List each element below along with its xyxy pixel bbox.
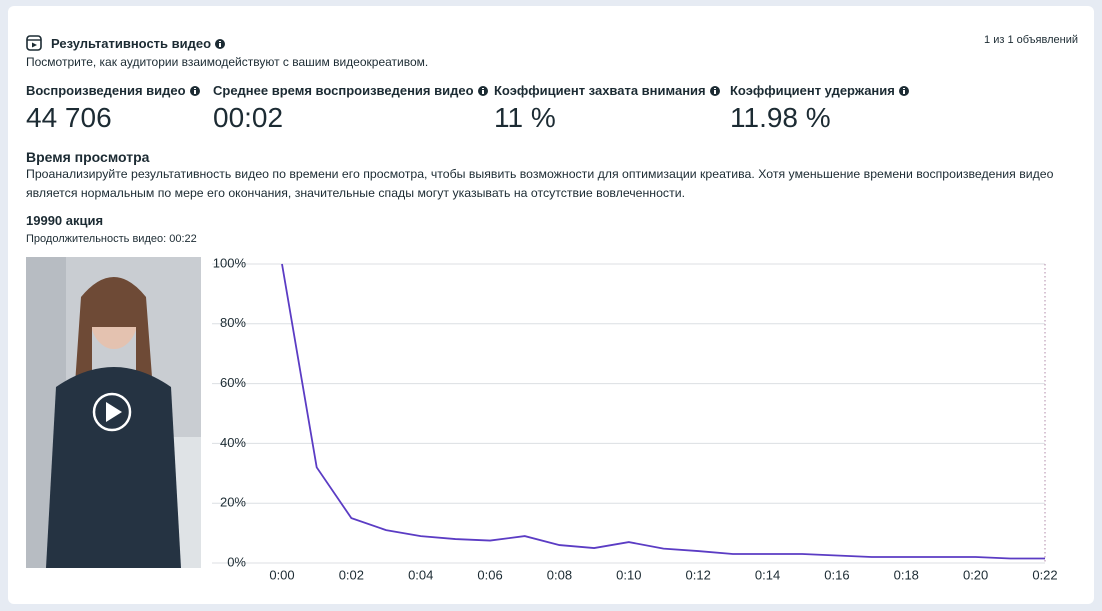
title-text: Результативность видео <box>51 36 212 51</box>
y-tick-label: 60% <box>220 375 246 390</box>
card: Результативность видео Посмотрите, как а… <box>8 6 1094 604</box>
y-tick-label: 80% <box>220 315 246 330</box>
section-description: Проанализируйте результативность видео п… <box>26 167 1054 200</box>
video-duration: Продолжительность видео: 00:22 <box>26 233 197 245</box>
x-tick-label: 0:08 <box>547 567 572 582</box>
video-title: 19990 акция <box>26 213 104 228</box>
x-tick-label: 0:00 <box>269 567 294 582</box>
info-icon[interactable] <box>709 86 720 96</box>
metric-label: Воспроизведения видео <box>26 83 200 98</box>
y-tick-label: 20% <box>220 495 246 510</box>
metric-label: Среднее время воспроизведения видео <box>213 83 488 98</box>
info-icon[interactable] <box>189 86 200 96</box>
metric-value: 44 706 <box>26 102 112 133</box>
metric-label: Коэффициент удержания <box>730 83 909 98</box>
metric-label-text: Коэффициент удержания <box>730 83 895 98</box>
metric-label-text: Коэффициент захвата внимания <box>494 83 706 98</box>
y-tick-label: 40% <box>220 435 246 450</box>
x-tick-label: 0:16 <box>824 567 849 582</box>
retention-line <box>281 263 1045 560</box>
x-tick-label: 0:18 <box>894 567 919 582</box>
x-tick-label: 0:20 <box>963 567 988 582</box>
title: Результативность видео <box>51 36 226 51</box>
x-tick-label: 0:14 <box>755 567 780 582</box>
metric-label-text: Среднее время воспроизведения видео <box>213 83 474 98</box>
metric-label: Коэффициент захвата внимания <box>494 83 720 98</box>
video-icon <box>26 35 42 51</box>
x-tick-label: 0:10 <box>616 567 641 582</box>
ad-counter: 1 из 1 объявлений <box>984 34 1078 46</box>
metric-value: 00:02 <box>213 102 284 133</box>
metric-value: 11 % <box>494 102 556 133</box>
x-tick-label: 0:12 <box>686 567 711 582</box>
metric-label-text: Воспроизведения видео <box>26 83 186 98</box>
info-icon[interactable] <box>477 86 488 96</box>
x-tick-label: 0:02 <box>339 567 364 582</box>
subtitle: Посмотрите, как аудитории взаимодействую… <box>26 55 429 69</box>
y-tick-label: 100% <box>213 255 247 270</box>
info-icon[interactable] <box>898 86 909 96</box>
video-thumbnail[interactable] <box>26 257 201 568</box>
section-title: Время просмотра <box>26 149 150 165</box>
x-tick-label: 0:22 <box>1032 567 1057 582</box>
x-tick-label: 0:06 <box>477 567 502 582</box>
x-tick-label: 0:04 <box>408 567 433 582</box>
y-tick-label: 0% <box>227 554 246 569</box>
info-icon[interactable] <box>215 39 226 49</box>
metric-value: 11.98 % <box>730 102 831 133</box>
